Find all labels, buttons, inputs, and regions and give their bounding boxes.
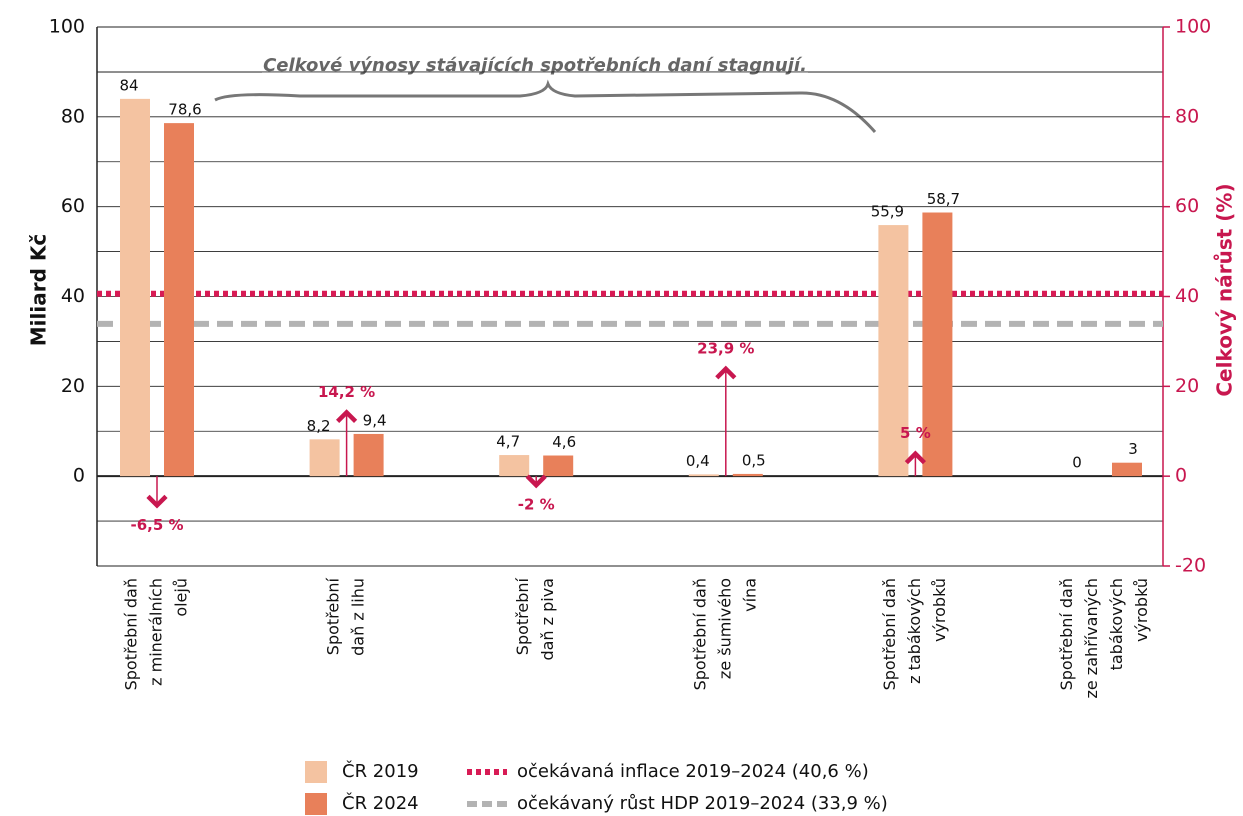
bar [922, 212, 953, 477]
value-label: 9,4 [363, 411, 387, 429]
value-label: 0,4 [686, 452, 710, 470]
legend-swatch [305, 793, 327, 815]
x-tick-label: Spotřební daň [122, 578, 141, 690]
annotation-brace [214, 79, 877, 133]
bar [120, 98, 150, 477]
x-tick-label: Spotřební daň [1057, 578, 1076, 690]
x-tick-label: ze zahřívaných [1082, 578, 1101, 699]
legend-swatch [305, 761, 327, 783]
y-tick-label: 0 [73, 465, 85, 487]
x-tick-label: Spotřební daň [880, 578, 899, 690]
y-tick-label: 100 [49, 16, 85, 38]
growth-arrow [146, 494, 168, 509]
value-label: 0 [1072, 454, 1082, 472]
growth-label: 14,2 % [318, 383, 375, 401]
growth-label: 5 % [900, 424, 931, 442]
value-label: 58,7 [927, 190, 960, 208]
growth-arrow [336, 409, 358, 423]
bar [732, 473, 763, 477]
legend-label: ČR 2019 [342, 760, 419, 782]
x-tick-label: z tabákových [905, 578, 924, 684]
value-label: 3 [1128, 440, 1138, 458]
y-tick-label: 80 [61, 105, 85, 127]
x-tick-label: z minerálních [147, 578, 166, 686]
legend-label: očekávaný růst HDP 2019–2024 (33,9 %) [517, 793, 888, 814]
bar [1112, 462, 1142, 477]
y-tick-label: 20 [61, 375, 85, 397]
growth-arrow [715, 365, 737, 380]
x-tick-label: ze šumivého [715, 578, 734, 679]
growth-label: -6,5 % [130, 516, 183, 534]
y2-tick-label: 40 [1175, 285, 1199, 307]
x-tick-label: daň z lihu [349, 578, 368, 656]
y2-tick-label: 0 [1175, 465, 1187, 487]
y2-tick-label: 80 [1175, 105, 1199, 127]
x-tick-label: výrobků [1132, 578, 1151, 642]
value-label: 0,5 [742, 451, 766, 469]
y2-tick-label: 60 [1175, 195, 1199, 217]
y-axis-title: Miliard Kč [27, 234, 51, 346]
y-tick-label: 60 [61, 195, 85, 217]
legend-label: ČR 2024 [342, 792, 419, 814]
x-tick-label: Spotřební [324, 577, 343, 655]
value-label: 55,9 [871, 203, 904, 221]
value-label: 84 [119, 76, 138, 94]
bar [878, 225, 909, 477]
bar [543, 455, 574, 477]
y-tick-label: 40 [61, 285, 85, 307]
bar [499, 455, 530, 477]
annotation: Celkové výnosy stávajících spotřebních d… [263, 55, 807, 76]
value-label: 4,6 [552, 433, 576, 451]
bar [688, 474, 719, 477]
y2-tick-label: 20 [1175, 375, 1199, 397]
x-tick-label: daň z piva [538, 578, 557, 661]
value-label: 78,6 [168, 101, 201, 119]
x-tick-label: tabákových [1107, 578, 1126, 670]
legend-label: očekávaná inflace 2019–2024 (40,6 %) [517, 761, 869, 782]
value-label: 8,2 [307, 417, 331, 435]
growth-label: -2 % [518, 496, 555, 514]
x-tick-label: výrobků [930, 578, 949, 642]
y2-tick-label: 100 [1175, 16, 1211, 38]
growth-label: 23,9 % [697, 339, 754, 357]
x-tick-label: vína [740, 578, 759, 612]
growth-arrow [525, 474, 547, 489]
bar [164, 123, 194, 477]
growth-arrow [904, 450, 926, 465]
x-tick-label: Spotřební [513, 577, 532, 655]
y2-tick-label: -20 [1175, 555, 1206, 577]
value-label: 4,7 [496, 433, 520, 451]
x-tick-label: Spotřební daň [690, 578, 709, 690]
y2-axis-title: Celkový nárůst (%) [1213, 183, 1237, 396]
x-tick-label: olejů [172, 578, 191, 617]
bar [309, 439, 340, 477]
bar [353, 433, 384, 477]
